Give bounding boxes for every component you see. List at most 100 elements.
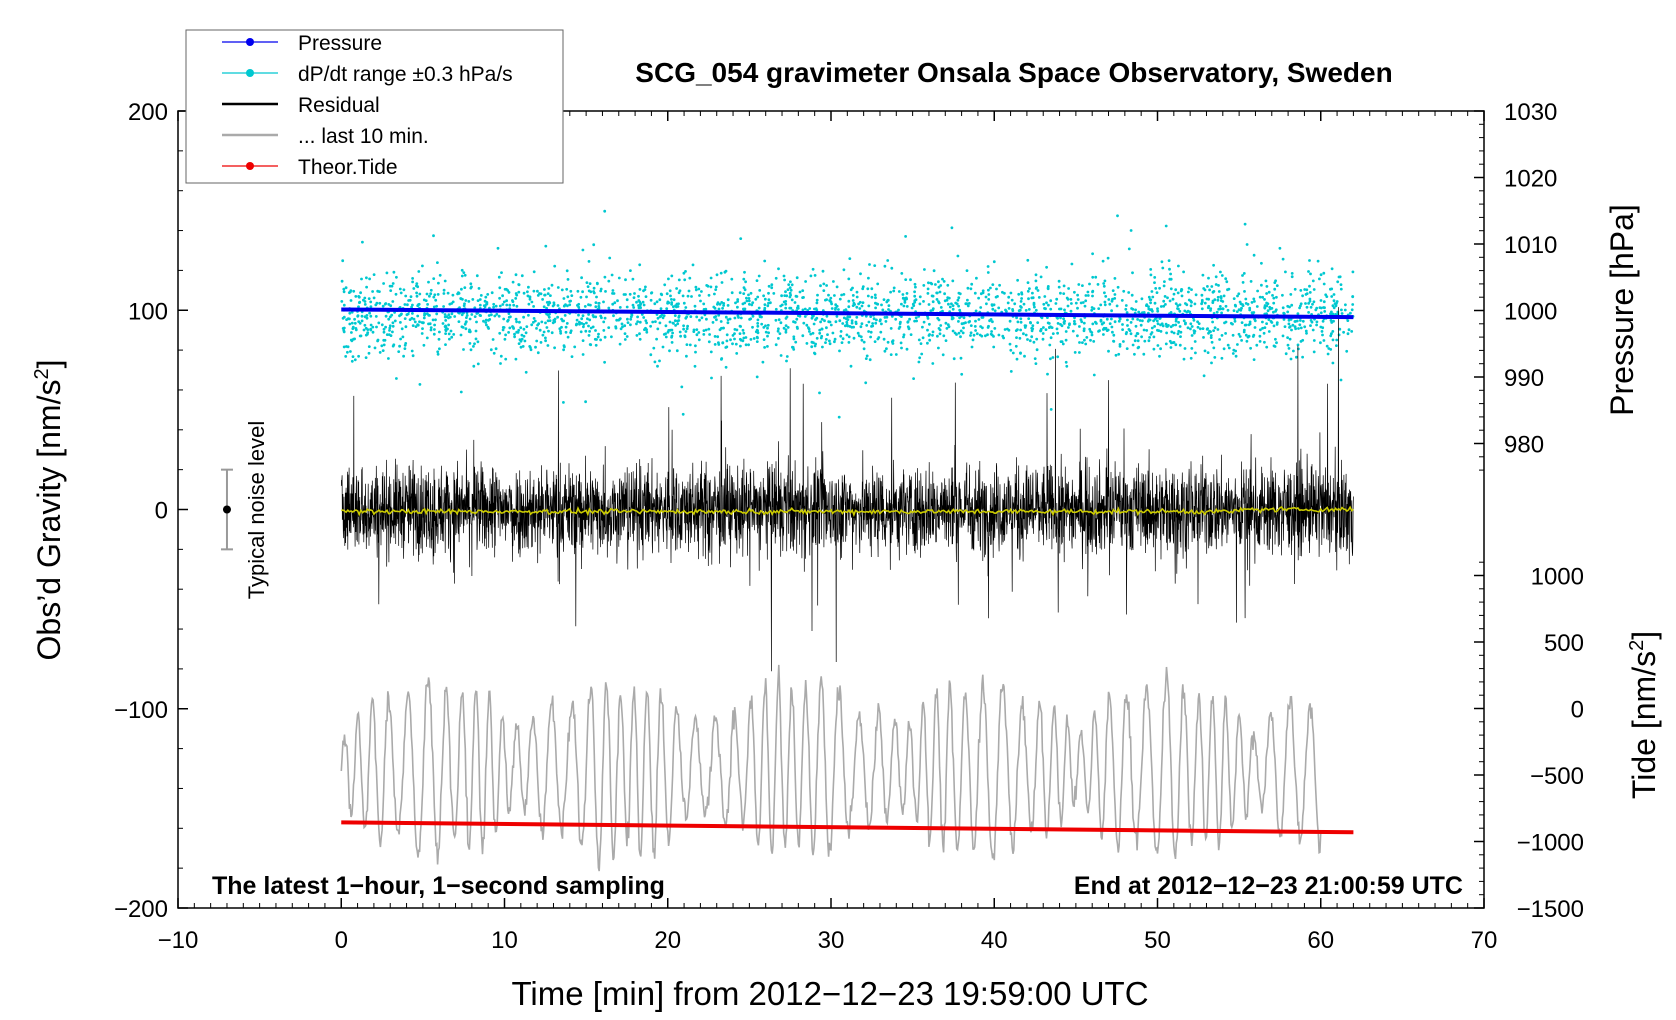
dpdt-point — [1055, 297, 1059, 301]
dpdt-point — [588, 330, 591, 333]
tide-axis-label: Tide [nm/s2] — [1626, 631, 1662, 799]
dpdt-point — [1209, 336, 1213, 339]
dpdt-point — [691, 263, 695, 267]
dpdt-point — [860, 322, 864, 326]
dpdt-point — [977, 296, 980, 300]
dpdt-point — [342, 290, 346, 294]
dpdt-point — [935, 298, 939, 301]
dpdt-point — [553, 320, 556, 324]
dpdt-point — [1263, 340, 1266, 344]
dpdt-point — [726, 304, 730, 307]
dpdt-point — [1307, 311, 1310, 314]
dpdt-point — [1200, 307, 1204, 311]
dpdt-point — [1131, 343, 1135, 347]
dpdt-point — [1249, 280, 1253, 283]
dpdt-point — [1059, 323, 1062, 326]
dpdt-point — [515, 293, 519, 297]
dpdt-point — [1180, 288, 1183, 291]
dpdt-point — [411, 324, 415, 327]
dpdt-point — [736, 314, 740, 318]
dpdt-point — [515, 330, 519, 334]
y-tick-label: 200 — [128, 99, 168, 126]
dpdt-point — [987, 288, 990, 292]
dpdt-point — [1237, 332, 1241, 336]
dpdt-point — [347, 291, 351, 294]
dpdt-point — [1056, 331, 1059, 335]
dpdt-point — [926, 317, 930, 320]
dpdt-point — [462, 271, 466, 274]
dpdt-point — [1213, 356, 1217, 359]
dpdt-point — [658, 321, 662, 325]
legend-label: Pressure — [298, 32, 382, 55]
dpdt-point — [926, 341, 929, 345]
dpdt-point — [697, 331, 701, 334]
dpdt-point — [341, 259, 345, 263]
dpdt-point — [748, 302, 751, 306]
legend-label: Theor.Tide — [298, 156, 398, 179]
dpdt-point — [602, 320, 606, 324]
dpdt-point — [937, 301, 941, 305]
dpdt-point — [625, 335, 629, 338]
dpdt-point — [939, 306, 943, 309]
dpdt-point — [1045, 301, 1048, 305]
dpdt-point — [1103, 300, 1107, 304]
dpdt-point — [1084, 294, 1088, 297]
dpdt-point — [508, 303, 512, 307]
dpdt-point — [1114, 353, 1118, 357]
dpdt-point — [536, 289, 539, 293]
dpdt-point — [1330, 267, 1334, 271]
dpdt-point — [463, 273, 467, 277]
dpdt-point — [569, 331, 572, 334]
dpdt-point — [1062, 317, 1065, 321]
dpdt-point — [545, 301, 549, 304]
dpdt-point — [371, 325, 375, 329]
dpdt-point — [774, 276, 778, 280]
dpdt-point — [869, 315, 873, 318]
dpdt-point — [1259, 328, 1262, 332]
dpdt-point — [1208, 329, 1211, 333]
dpdt-point — [602, 329, 606, 332]
dpdt-point — [1159, 347, 1162, 351]
dpdt-point — [1351, 303, 1355, 306]
dpdt-point — [1274, 309, 1277, 313]
dpdt-point — [371, 290, 374, 293]
dpdt-point — [1331, 338, 1335, 342]
dpdt-point — [408, 298, 412, 302]
dpdt-point — [568, 303, 572, 307]
dpdt-point — [357, 295, 361, 299]
dpdt-point — [581, 353, 585, 356]
dpdt-point — [1206, 351, 1210, 354]
dpdt-point — [1196, 325, 1200, 329]
dpdt-point — [476, 340, 480, 344]
dpdt-point — [349, 289, 353, 292]
x-tick-label: 60 — [1307, 927, 1334, 954]
dpdt-point — [578, 320, 581, 324]
dpdt-point — [1189, 322, 1193, 326]
dpdt-point — [998, 283, 1001, 287]
dpdt-point — [517, 342, 521, 345]
dpdt-point — [1234, 304, 1237, 308]
dpdt-point — [969, 331, 973, 335]
dpdt-point — [403, 347, 407, 350]
dpdt-point — [512, 303, 516, 307]
legend-label: Residual — [298, 94, 380, 117]
dpdt-point — [503, 337, 507, 341]
dpdt-point — [801, 289, 805, 292]
dpdt-point — [1178, 309, 1182, 313]
dpdt-point — [1325, 295, 1329, 298]
dpdt-point — [876, 302, 880, 306]
dpdt-point — [839, 334, 843, 338]
dpdt-point — [719, 271, 723, 275]
dpdt-point — [670, 335, 673, 339]
dpdt-point — [1226, 343, 1230, 347]
last-10-min-series — [340, 664, 1322, 872]
dpdt-point — [595, 295, 598, 299]
dpdt-point — [1287, 347, 1291, 350]
dpdt-point — [1133, 339, 1137, 343]
dpdt-point — [1346, 332, 1350, 336]
dpdt-point — [594, 305, 598, 309]
dpdt-point — [972, 333, 976, 337]
dpdt-point — [704, 328, 708, 332]
dpdt-point — [1255, 305, 1259, 308]
dpdt-point — [499, 354, 503, 358]
